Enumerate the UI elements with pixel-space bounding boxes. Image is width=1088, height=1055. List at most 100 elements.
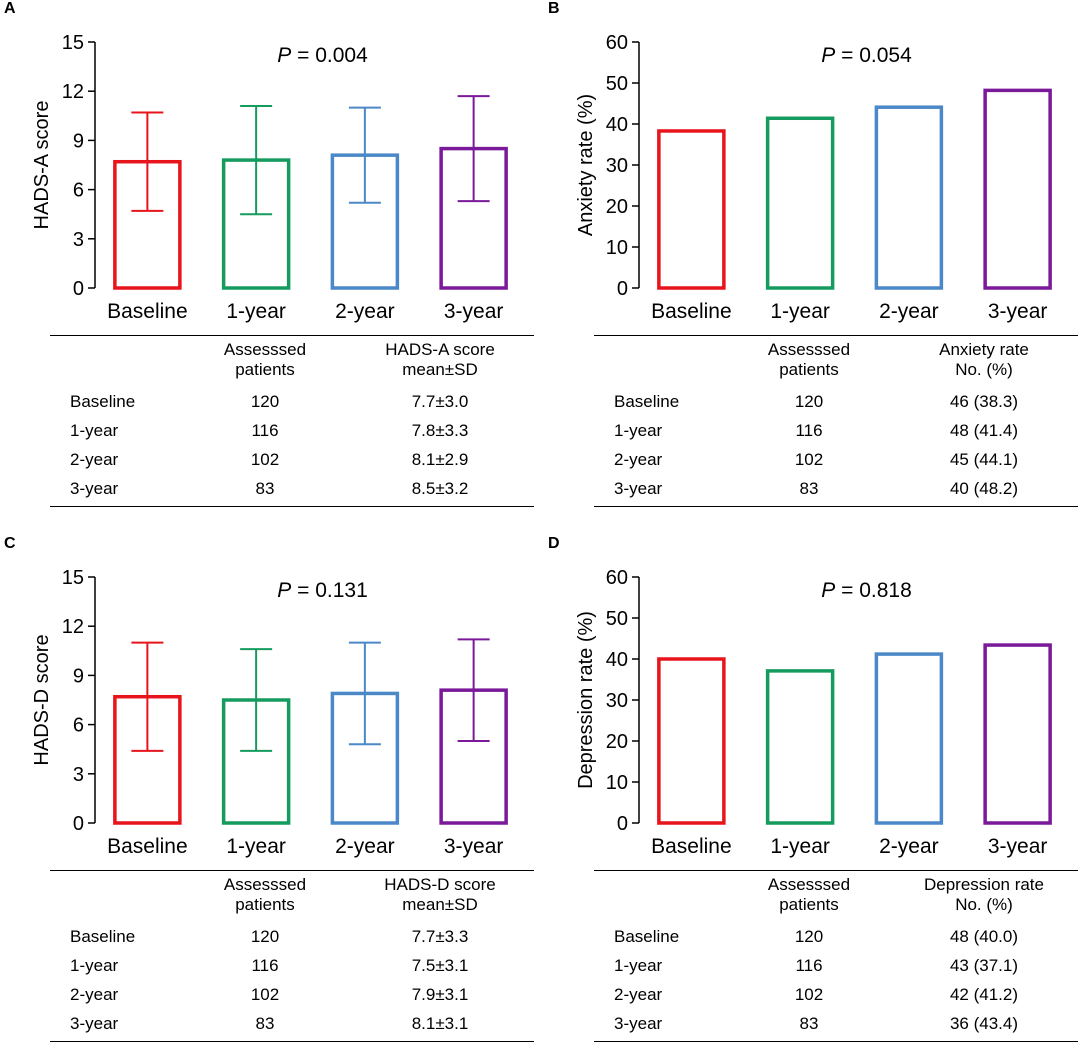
- p-italic: P: [821, 579, 835, 602]
- p-value-annotation: P = 0.818: [821, 579, 912, 602]
- category-label: 1-year: [226, 300, 286, 323]
- y-tick-label: 10: [606, 237, 628, 259]
- p-italic: P: [277, 44, 291, 67]
- category-label: 2-year: [879, 300, 939, 323]
- bar: [983, 88, 1052, 290]
- p-value: = 0.054: [835, 44, 912, 67]
- y-tick-label: 6: [73, 180, 84, 202]
- table-row: Baseline 120 7.7±3.0: [70, 392, 469, 411]
- bar-chart: 0 10 20 30 40 50 60 Anxiety rate (%) P = 0.054 Ba…: [575, 32, 1052, 323]
- panel-label: C: [4, 535, 16, 552]
- p-value: = 0.131: [291, 579, 367, 602]
- y-tick-label: 20: [606, 731, 628, 753]
- y-tick-label: 60: [606, 32, 628, 54]
- category-label: 3-year: [444, 835, 504, 858]
- bar-chart: 0 10 20 30 40 50 60 Depression rate (%) P = 0.81…: [575, 567, 1052, 858]
- category-label: 1-year: [226, 835, 286, 858]
- panel-c: C 0 3 6 9 12 15 HADS-D score P = 0.131 Baseline 1…: [0, 535, 544, 1055]
- y-tick-label: 9: [73, 665, 84, 687]
- y-tick-label: 3: [73, 764, 84, 786]
- y-tick-label: 12: [62, 81, 84, 103]
- table-row: 1-year 116 7.8±3.3: [70, 421, 469, 440]
- bar-chart: 0 3 6 9 12 15 HADS-D score P = 0.131 Baseline 1-y…: [31, 567, 508, 858]
- bar: [874, 652, 944, 825]
- table-row: 3-year 83 40 (48.2): [614, 479, 1019, 498]
- table-row: 3-year 83 8.5±3.2: [70, 479, 469, 498]
- table-row: 3-year 83 8.1±3.1: [70, 1014, 469, 1033]
- panel-label: A: [4, 0, 16, 17]
- y-axis-label: Depression rate (%): [575, 611, 597, 789]
- table-row: 2-year 102 7.9±3.1: [70, 985, 469, 1004]
- category-label: 3-year: [988, 300, 1048, 323]
- y-tick-label: 3: [73, 229, 84, 251]
- value-header: Depression rate No. (%): [923, 875, 1044, 914]
- bar: [765, 669, 835, 825]
- panel-a: A 0 3 6 9 12 15 HADS-A score P = 0.004 Baseline 1…: [0, 0, 544, 520]
- y-tick-label: 12: [62, 616, 84, 638]
- y-tick-label: 0: [617, 278, 628, 300]
- y-tick-label: 10: [606, 772, 628, 794]
- summary-table: Assesssed patients Depression rate No. (%)…: [594, 870, 1078, 1042]
- table-row: Baseline 120 46 (38.3): [614, 392, 1019, 411]
- table-row: 3-year 83 36 (43.4): [614, 1014, 1019, 1033]
- category-label: Baseline: [651, 300, 732, 323]
- category-label: Baseline: [107, 300, 188, 323]
- y-tick-label: 50: [606, 608, 628, 630]
- category-label: 2-year: [335, 300, 395, 323]
- category-label: 2-year: [879, 835, 939, 858]
- table-header: Assesssed patients HADS-D score mean±SD: [50, 871, 534, 921]
- p-value-annotation: P = 0.131: [277, 579, 368, 602]
- category-label: Baseline: [107, 835, 188, 858]
- bar: [874, 105, 944, 290]
- p-italic: P: [821, 44, 835, 67]
- panel-b: B 0 10 20 30 40 50 60 Anxiety rate (%) P = 0.054…: [544, 0, 1088, 520]
- y-tick-label: 40: [606, 114, 628, 136]
- category-label: Baseline: [651, 835, 732, 858]
- p-value-annotation: P = 0.004: [277, 44, 368, 67]
- y-axis-label: HADS-D score: [31, 634, 53, 765]
- assessed-header: Assesssed patients: [767, 875, 851, 914]
- y-tick-label: 60: [606, 567, 628, 589]
- value-header: Anxiety rate No. (%): [939, 340, 1029, 379]
- y-tick-label: 30: [606, 155, 628, 177]
- bar: [657, 129, 726, 290]
- bar: [983, 643, 1052, 825]
- p-value: = 0.818: [835, 579, 911, 602]
- y-tick-label: 20: [606, 196, 628, 218]
- p-value-annotation: P = 0.054: [821, 44, 912, 67]
- y-tick-label: 0: [73, 278, 84, 300]
- table-row: Baseline 120 48 (40.0): [614, 927, 1019, 946]
- table-row: 1-year 116 48 (41.4): [614, 421, 1019, 440]
- category-label: 1-year: [770, 300, 830, 323]
- category-label: 3-year: [988, 835, 1048, 858]
- y-tick-label: 15: [62, 32, 84, 54]
- p-italic: P: [277, 579, 291, 602]
- value-header: HADS-D score mean±SD: [384, 875, 496, 914]
- category-label: 1-year: [770, 835, 830, 858]
- panel-label: D: [548, 535, 560, 552]
- table-header: Assesssed patients Depression rate No. (%): [594, 871, 1078, 921]
- table-row: 2-year 102 8.1±2.9: [70, 450, 469, 469]
- summary-table: Assesssed patients Anxiety rate No. (%) Ba…: [594, 335, 1078, 507]
- table-row: 2-year 102 42 (41.2): [614, 985, 1019, 1004]
- panel-d: D 0 10 20 30 40 50 60 Depression rate (%) P = 0.…: [544, 535, 1088, 1055]
- table-header: Assesssed patients HADS-A score mean±SD: [50, 336, 534, 386]
- p-value: = 0.004: [291, 44, 368, 67]
- y-tick-label: 30: [606, 690, 628, 712]
- y-axis-label: HADS-A score: [31, 101, 53, 230]
- category-label: 2-year: [335, 835, 395, 858]
- table-row: Baseline 120 7.7±3.3: [70, 927, 469, 946]
- bar-chart: 0 3 6 9 12 15 HADS-A score P = 0.004 Baseline 1-y…: [31, 32, 508, 323]
- assessed-header: Assesssed patients: [223, 340, 307, 379]
- value-header: HADS-A score mean±SD: [385, 340, 495, 379]
- summary-table: Assesssed patients HADS-D score mean±SD Ba…: [50, 870, 534, 1042]
- y-tick-label: 0: [617, 813, 628, 835]
- y-tick-label: 40: [606, 649, 628, 671]
- y-tick-label: 6: [73, 715, 84, 737]
- summary-table: Assesssed patients HADS-A score mean±SD Ba…: [50, 335, 534, 507]
- table-row: 1-year 116 7.5±3.1: [70, 956, 469, 975]
- y-tick-label: 15: [62, 567, 84, 589]
- y-tick-label: 50: [606, 73, 628, 95]
- assessed-header: Assesssed patients: [767, 340, 851, 379]
- table-header: Assesssed patients Anxiety rate No. (%): [594, 336, 1078, 386]
